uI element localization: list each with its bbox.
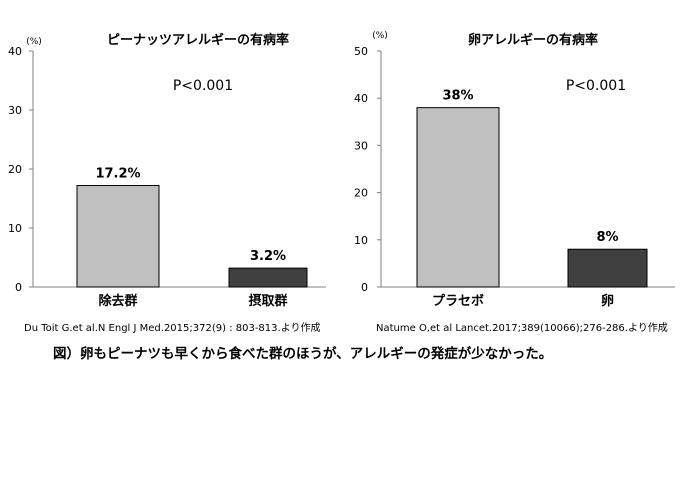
- egg-category-label-1: プラセボ: [432, 293, 484, 309]
- peanut-chart-title: ピーナッツアレルギーの有病率: [107, 32, 289, 48]
- peanut-chart-panel: ピーナッツアレルギーの有病率 (%) P<0.001 0 10 20 30 40 17.2% 除去…: [0, 0, 345, 345]
- peanut-value-label-1: 17.2%: [95, 167, 140, 182]
- egg-y-unit: (%): [372, 31, 388, 41]
- peanut-y-tick-label: 20: [8, 163, 22, 176]
- peanut-y-tick-label: 30: [8, 104, 22, 117]
- egg-value-label-1: 38%: [442, 89, 473, 104]
- egg-bar-1: [416, 107, 500, 288]
- figure-caption: 図）卵もピーナツも早くから食べた群のほうが、アレルギーの発症が少なかった。: [53, 346, 553, 362]
- peanut-citation: Du Toit G.et al.N Engl J Med.2015;372(9)…: [24, 323, 321, 334]
- egg-category-label-2: 卵: [601, 293, 614, 309]
- egg-bar-2: [567, 248, 648, 288]
- peanut-bar-1: [76, 185, 160, 288]
- egg-chart-title: 卵アレルギーの有病率: [468, 32, 598, 48]
- egg-chart-panel: 卵アレルギーの有病率 (%) P<0.001 0 10 20 30 40 50 38% プラセボ 8%…: [350, 0, 700, 345]
- peanut-allergy-chart: ピーナッツアレルギーの有病率 (%) P<0.001 0 10 20 30 40 17.2% 除去…: [8, 32, 326, 309]
- egg-y-tick-label: 50: [354, 45, 368, 58]
- egg-allergy-chart: 卵アレルギーの有病率 (%) P<0.001 0 10 20 30 40 50 38% プラセボ 8%…: [354, 31, 675, 309]
- peanut-y-tick-label: 0: [15, 281, 22, 294]
- egg-y-tick-label: 40: [354, 92, 368, 105]
- egg-y-tick-label: 10: [354, 234, 368, 247]
- peanut-value-label-2: 3.2%: [250, 249, 286, 264]
- peanut-category-label-2: 摂取群: [248, 293, 287, 309]
- egg-citation: Natume O,et al Lancet.2017;389(10066);27…: [376, 323, 668, 334]
- peanut-bar-2: [228, 267, 308, 288]
- peanut-y-tick-label: 40: [8, 45, 22, 58]
- peanut-y-tick-label: 10: [8, 222, 22, 235]
- egg-y-tick-label: 30: [354, 139, 368, 152]
- peanut-p-value: P<0.001: [173, 78, 233, 94]
- egg-value-label-2: 8%: [596, 230, 618, 245]
- peanut-category-label-1: 除去群: [98, 293, 137, 309]
- egg-y-tick-label: 20: [354, 187, 368, 200]
- egg-p-value: P<0.001: [566, 78, 626, 94]
- egg-y-tick-label: 0: [361, 281, 368, 294]
- peanut-y-unit: (%): [26, 37, 42, 47]
